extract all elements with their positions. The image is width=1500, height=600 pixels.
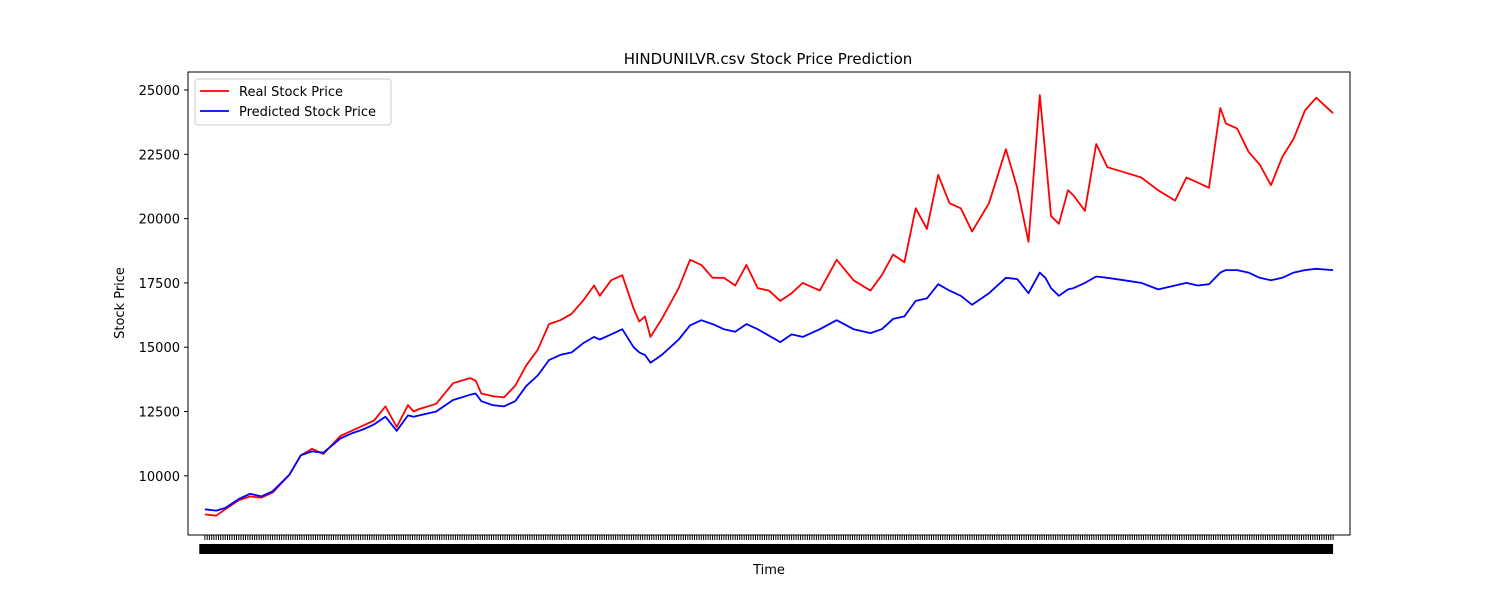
plot-area <box>187 71 1351 536</box>
y-tick-label: 10000 <box>139 470 180 485</box>
y-axis: 10000 12500 15000 17500 20000 22500 25000 <box>139 84 188 485</box>
plot-background <box>188 72 1350 535</box>
y-tick-label: 15000 <box>139 341 180 356</box>
chart-title: HINDUNILVR.csv Stock Price Prediction <box>624 50 913 68</box>
series-line-real <box>204 94 1334 517</box>
series-layer <box>204 94 1334 517</box>
legend-label-real: Real Stock Price <box>239 85 343 100</box>
x-axis <box>199 535 1334 554</box>
y-tick-label: 17500 <box>139 277 180 292</box>
y-tick-label: 20000 <box>139 213 180 228</box>
series-line-predicted <box>204 267 1334 512</box>
x-tick-labels-overlap <box>199 544 1334 554</box>
y-axis-label: Stock Price <box>113 267 128 339</box>
legend-box <box>194 78 392 126</box>
legend: Real Stock Price Predicted Stock Price <box>194 78 392 126</box>
x-tick-marks <box>204 535 1334 540</box>
y-tick-label: 25000 <box>139 84 180 99</box>
y-tick-label: 12500 <box>139 406 180 421</box>
y-tick-label: 22500 <box>139 148 180 163</box>
x-axis-label: Time <box>752 563 785 578</box>
legend-label-predicted: Predicted Stock Price <box>239 105 376 120</box>
